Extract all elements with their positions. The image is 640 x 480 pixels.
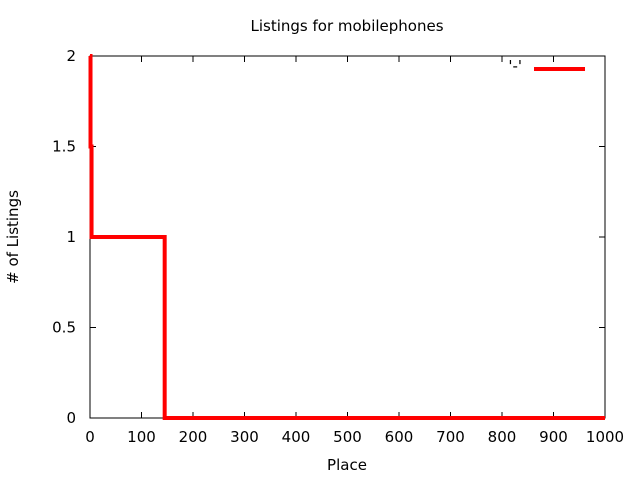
y-tick-label: 0.5 xyxy=(52,319,76,337)
x-tick-label: 500 xyxy=(333,428,362,446)
x-tick-label: 800 xyxy=(488,428,517,446)
x-tick-label: 400 xyxy=(282,428,311,446)
x-tick-label: 900 xyxy=(539,428,568,446)
y-tick-label: 1 xyxy=(66,228,76,246)
y-tick-label: 2 xyxy=(66,47,76,65)
chart-title: Listings for mobilephones xyxy=(250,17,443,35)
plot-frame xyxy=(89,55,606,419)
y-axis: 0 0.5 1 1.5 2 xyxy=(52,47,605,427)
y-axis-label: # of Listings xyxy=(4,190,22,284)
y-tick-label: 0 xyxy=(66,409,76,427)
x-axis-label: Place xyxy=(327,456,367,474)
x-tick-label: 0 xyxy=(85,428,95,446)
y-tick-label: 1.5 xyxy=(52,138,76,156)
legend-label: '-' xyxy=(508,57,522,75)
x-axis: 0 100 200 300 400 500 600 700 800 900 1000 xyxy=(85,56,624,446)
x-tick-label: 300 xyxy=(230,428,259,446)
x-tick-label: 1000 xyxy=(586,428,624,446)
x-tick-label: 700 xyxy=(436,428,465,446)
x-tick-label: 200 xyxy=(179,428,208,446)
x-tick-label: 600 xyxy=(385,428,414,446)
series-line xyxy=(88,54,605,420)
x-tick-label: 100 xyxy=(127,428,156,446)
series-layer xyxy=(88,54,605,420)
legend: '-' xyxy=(508,57,585,75)
